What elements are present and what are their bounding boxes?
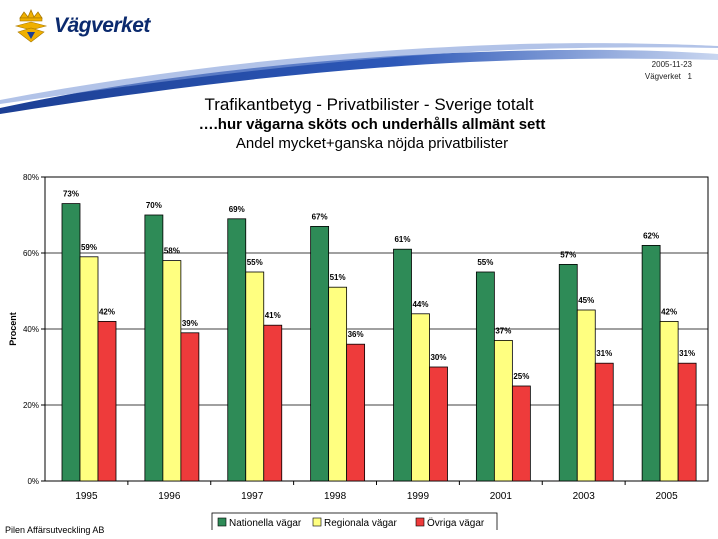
data-label: 39% — [182, 319, 198, 328]
legend-entry: Regionala vägar — [324, 518, 397, 529]
data-label: 36% — [348, 330, 364, 339]
bar — [475, 271, 495, 482]
bar — [659, 320, 679, 482]
x-tick-label: 1997 — [241, 491, 264, 502]
bar — [97, 320, 117, 482]
x-tick-label: 2001 — [490, 491, 513, 502]
data-label: 67% — [312, 212, 328, 221]
y-axis-label: Procent — [8, 312, 18, 346]
x-tick-label: 1995 — [75, 491, 98, 502]
bar — [61, 203, 81, 482]
y-tick-label: 0% — [27, 477, 39, 486]
bar — [429, 366, 448, 482]
chart-subtitle-secondary: Andel mycket+ganska nöjda privatbilister — [235, 135, 509, 152]
x-tick-label: 2005 — [655, 491, 678, 502]
data-label: 57% — [560, 250, 576, 259]
data-label: 62% — [643, 231, 659, 240]
bar — [263, 324, 283, 482]
bar — [310, 225, 330, 482]
bar — [79, 256, 99, 482]
bar — [393, 248, 412, 482]
chart-title: Trafikantbetyg - Privatbilister - Sverig… — [204, 95, 534, 114]
bar — [511, 385, 531, 482]
bar — [576, 309, 596, 482]
x-tick-label: 2003 — [573, 491, 596, 502]
slide-footer-label: Vägverket 1 — [644, 72, 692, 81]
legend-swatch — [415, 517, 425, 527]
y-tick-label: 80% — [23, 173, 39, 182]
data-label: 51% — [330, 273, 346, 282]
y-tick-label: 20% — [23, 401, 39, 410]
bar — [162, 260, 182, 482]
data-label: 55% — [247, 258, 263, 267]
footer-credit: Pilen Affärsutveckling AB — [5, 525, 105, 535]
y-tick-label: 60% — [23, 249, 39, 258]
bar-chart: 0% 20% 40% 60% 80% Procent 73% 59% 42% 1995 70% 58%… — [8, 173, 709, 530]
brand-logo: Vägverket — [14, 8, 150, 44]
data-label: 25% — [513, 372, 529, 381]
legend — [211, 512, 498, 530]
crown-emblem-icon — [14, 8, 48, 43]
data-label: 55% — [477, 258, 493, 267]
legend-swatch — [312, 517, 322, 527]
chart-subtitle: ….hur vägarna sköts och underhålls allmä… — [198, 116, 546, 133]
y-tick-label: 40% — [23, 325, 39, 334]
bar — [558, 263, 578, 482]
data-label: 41% — [265, 311, 281, 320]
slide-date: 2005-11-23 — [651, 60, 692, 69]
bar — [227, 218, 247, 482]
x-tick-label: 1998 — [324, 491, 347, 502]
data-label: 30% — [430, 353, 446, 362]
data-label: 70% — [146, 201, 162, 210]
bar — [144, 214, 164, 482]
bar — [411, 313, 430, 482]
data-label: 31% — [679, 349, 695, 358]
chart-titles: Trafikantbetyg - Privatbilister - Sverig… — [0, 95, 718, 153]
x-tick-label: 1996 — [158, 491, 181, 502]
data-label: 37% — [495, 326, 511, 335]
bar — [180, 332, 200, 482]
data-label: 42% — [99, 307, 115, 316]
x-tick-label: 1999 — [407, 491, 430, 502]
bar — [677, 362, 697, 482]
data-label: 69% — [229, 205, 245, 214]
legend-swatch — [217, 517, 227, 527]
data-label: 61% — [394, 235, 410, 244]
brand-name: Vägverket — [54, 14, 150, 37]
legend-entry: Övriga vägar — [427, 517, 485, 529]
data-label: 58% — [164, 247, 180, 256]
bar — [245, 271, 265, 482]
bar — [594, 362, 614, 482]
data-label: 45% — [578, 296, 594, 305]
data-label: 44% — [412, 300, 428, 309]
data-label: 73% — [63, 190, 79, 199]
data-label: 59% — [81, 243, 97, 252]
bar — [328, 286, 348, 482]
data-label: 42% — [661, 307, 677, 316]
bar — [641, 244, 661, 482]
data-label: 31% — [596, 349, 612, 358]
legend-entry: Nationella vägar — [229, 518, 302, 529]
bar — [346, 343, 366, 482]
header-swoosh — [0, 43, 718, 115]
bar — [493, 339, 513, 482]
slide-meta: 2005-11-23 Vägverket 1 — [645, 59, 692, 83]
